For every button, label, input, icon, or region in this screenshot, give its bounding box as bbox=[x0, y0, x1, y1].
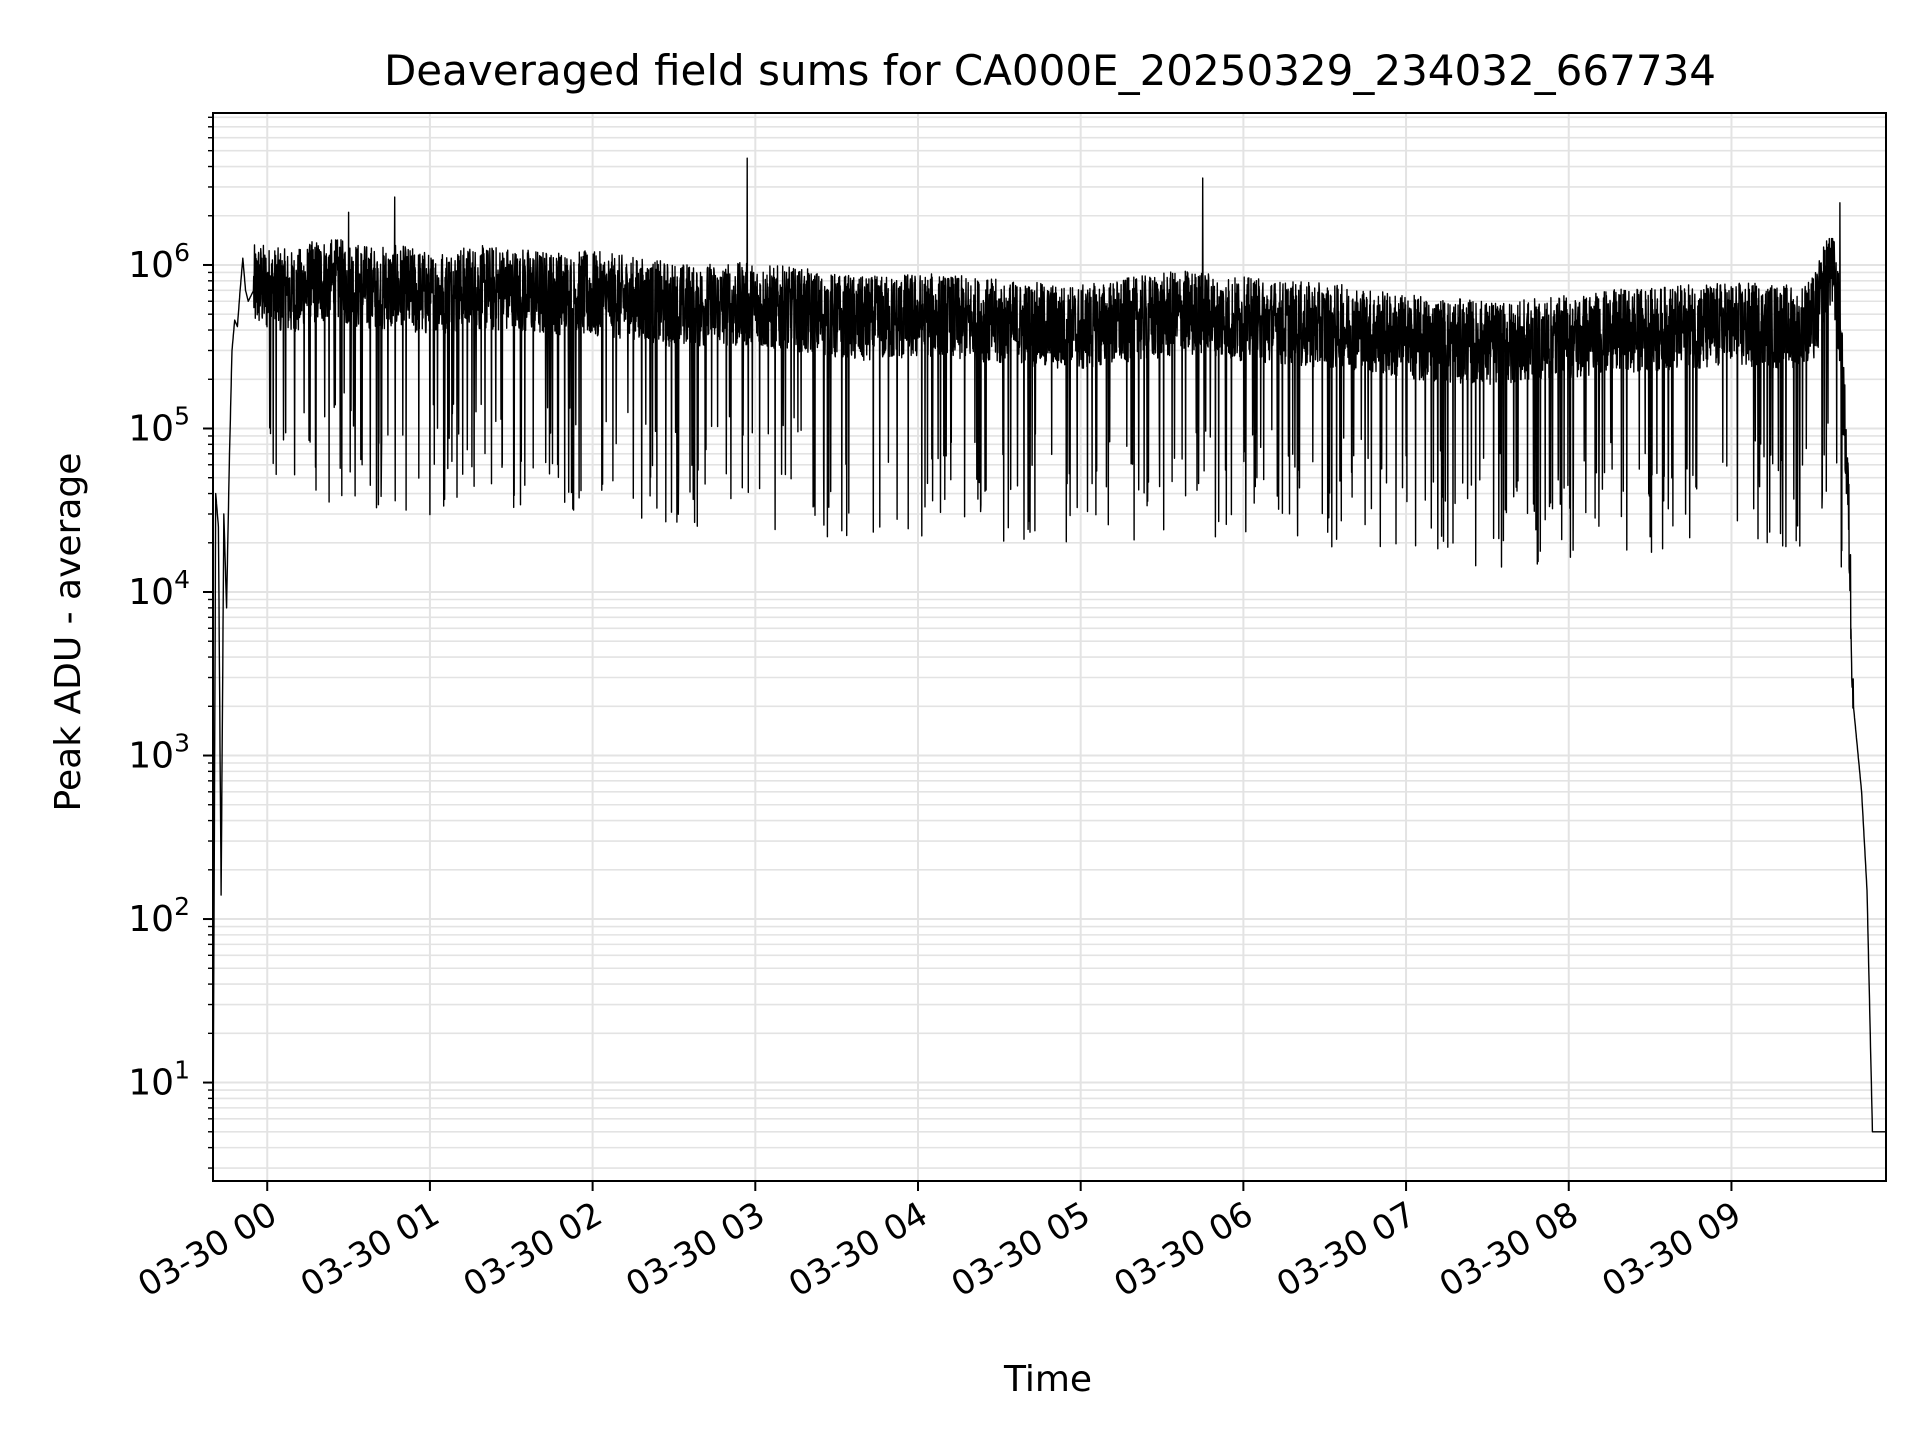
series bbox=[212, 157, 1887, 1169]
y-tick-label-base: 10 bbox=[128, 1063, 174, 1104]
x-ticks: 03-30 00 03-30 01 03-30 02 03-30 03 03-30 04… bbox=[131, 1181, 1748, 1305]
y-tick-label-base: 10 bbox=[128, 736, 174, 777]
y-tick-label: 101 bbox=[128, 1056, 190, 1104]
x-tick-label: 03-30 00 bbox=[131, 1194, 283, 1305]
y-tick-label: 102 bbox=[128, 892, 190, 940]
x-tick-label: 03-30 09 bbox=[1596, 1194, 1748, 1305]
y-tick-label-base: 10 bbox=[128, 408, 174, 449]
y-tick-label: 104 bbox=[128, 565, 190, 613]
x-tick-label: 03-30 01 bbox=[294, 1194, 446, 1305]
data-line bbox=[212, 157, 1887, 1169]
y-tick-label-exponent: 4 bbox=[174, 565, 190, 594]
y-tick-label: 106 bbox=[128, 238, 190, 286]
y-tick-label: 103 bbox=[128, 729, 190, 777]
x-tick-label: 03-30 03 bbox=[619, 1194, 771, 1305]
x-tick-label: 03-30 02 bbox=[457, 1194, 609, 1305]
y-tick-label: 105 bbox=[128, 401, 190, 449]
x-axis-label: Time bbox=[1003, 1359, 1092, 1400]
x-tick-label: 03-30 07 bbox=[1270, 1194, 1422, 1305]
y-tick-label-exponent: 3 bbox=[174, 729, 190, 758]
y-tick-label-base: 10 bbox=[128, 245, 174, 286]
plot-frame bbox=[212, 112, 1887, 1182]
chart-title: Deaveraged field sums for CA000E_2025032… bbox=[384, 46, 1716, 95]
x-tick-label: 03-30 04 bbox=[782, 1194, 934, 1305]
x-tick-label: 03-30 05 bbox=[945, 1194, 1097, 1305]
y-tick-label-exponent: 5 bbox=[174, 401, 190, 430]
y-tick-label-exponent: 6 bbox=[174, 238, 190, 267]
y-tick-label-exponent: 1 bbox=[174, 1056, 190, 1085]
x-tick-label: 03-30 08 bbox=[1433, 1194, 1585, 1305]
y-tick-label-base: 10 bbox=[128, 899, 174, 940]
x-tick-label: 03-30 06 bbox=[1107, 1194, 1259, 1305]
y-tick-label-exponent: 2 bbox=[174, 892, 190, 921]
y-axis-label: Peak ADU - average bbox=[48, 453, 89, 812]
y-tick-label-base: 10 bbox=[128, 572, 174, 613]
